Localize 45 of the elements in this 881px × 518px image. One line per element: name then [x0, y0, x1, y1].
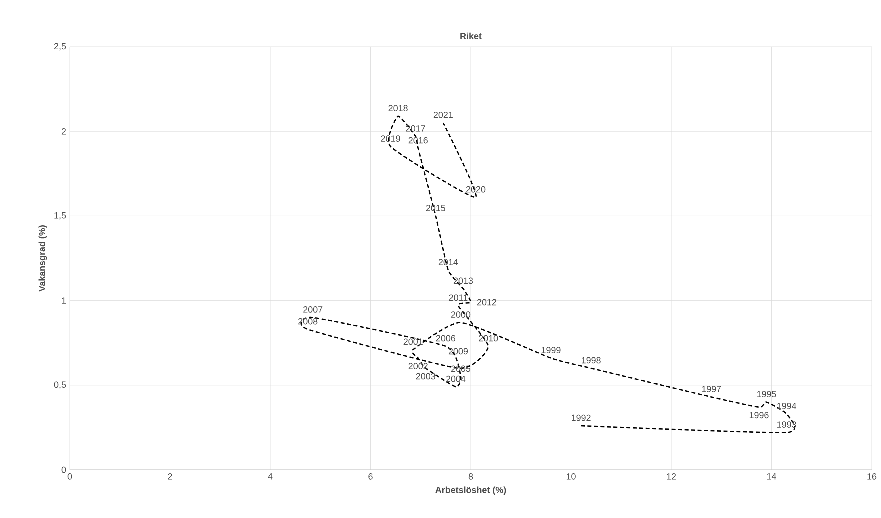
y-tick-label: 2,5 — [54, 43, 66, 51]
annotation: 1995 — [757, 391, 776, 398]
y-tick-label: 2 — [62, 128, 66, 135]
annotation: 2000 — [451, 312, 471, 318]
annotation: 2013 — [454, 278, 474, 284]
annotation: 1998 — [582, 357, 601, 364]
annotation: 1993 — [778, 422, 796, 428]
y-tick-label: 0 — [62, 466, 66, 474]
annotation: 2003 — [416, 373, 436, 380]
annotation: 1994 — [778, 402, 796, 410]
x-tick-label: 8 — [468, 474, 474, 480]
x-tick-label: 2 — [168, 474, 172, 480]
y-axis-title: Vakansgrad (%) — [38, 226, 48, 292]
chart-title: Riket — [460, 32, 482, 40]
annotation: 1992 — [572, 414, 591, 422]
annotation: 2017 — [406, 125, 426, 132]
annotation: 2001 — [404, 338, 423, 346]
x-tick-label: 0 — [68, 474, 72, 480]
x-tick-label: 14 — [767, 474, 776, 480]
annotation: 2004 — [446, 376, 466, 382]
annotation: 2018 — [388, 105, 408, 112]
annotation: 1997 — [702, 386, 722, 392]
x-tick-label: 16 — [868, 474, 877, 480]
annotation: 1996 — [750, 412, 769, 419]
annotation: 2007 — [304, 306, 323, 313]
x-tick-label: 12 — [667, 474, 676, 480]
x-axis-title: Arbetslöshet (%) — [436, 486, 506, 496]
annotation: 2012 — [477, 299, 497, 306]
annotation: 2011 — [449, 294, 468, 302]
annotation: 2006 — [436, 335, 456, 342]
y-tick-label: 0,5 — [54, 382, 66, 390]
x-tick-label: 6 — [368, 474, 373, 480]
y-tick-label: 1,5 — [54, 212, 66, 220]
annotation: 2021 — [434, 112, 453, 118]
annotation: 2016 — [408, 137, 428, 144]
annotation: 2002 — [408, 363, 428, 370]
annotation: 2009 — [448, 348, 468, 355]
x-tick-label: 4 — [268, 474, 273, 480]
y-tick-label: 1 — [62, 298, 66, 304]
annotation: 2008 — [298, 318, 318, 325]
x-tick-label: 10 — [566, 474, 576, 480]
annotation: 1999 — [542, 347, 561, 354]
annotation: 2020 — [466, 186, 486, 193]
annotation: 2014 — [438, 259, 458, 266]
annotation: 2015 — [426, 205, 446, 212]
